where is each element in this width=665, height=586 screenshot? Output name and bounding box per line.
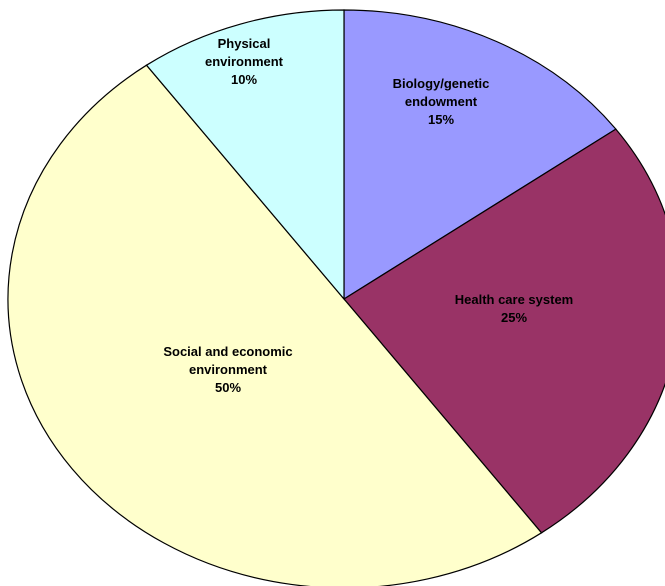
slice-name-line: Physical xyxy=(218,36,271,51)
slice-name-line: Social and economic xyxy=(163,344,292,359)
pie-slices xyxy=(7,9,665,586)
slice-value-label: 50% xyxy=(215,380,241,395)
pie-slice-social-and-economic-environment xyxy=(7,64,543,586)
slice-value-label: 25% xyxy=(501,310,527,325)
pie-slice-physical-environment xyxy=(145,9,345,301)
slice-label-physical-environment: Physical environment 10% xyxy=(205,36,284,87)
slice-label-social-and-economic-environment: Social and economic environment 50% xyxy=(163,344,292,395)
slice-name-line: endowment xyxy=(405,94,478,109)
slice-name-line: Health care system xyxy=(455,292,574,307)
slice-name-line: Biology/genetic xyxy=(393,76,490,91)
pie-labels: Biology/genetic endowment 15% Health care s… xyxy=(163,36,573,395)
slice-value-label: 10% xyxy=(231,72,257,87)
pie-slice-biology-genetic-endowment xyxy=(343,9,617,301)
pie-slice-health-care-system xyxy=(343,128,665,534)
slice-value-label: 15% xyxy=(428,112,454,127)
slice-name-line: environment xyxy=(189,362,268,377)
slice-label-health-care-system: Health care system 25% xyxy=(455,292,574,325)
slice-name-line: environment xyxy=(205,54,284,69)
slice-label-biology-genetic-endowment: Biology/genetic endowment 15% xyxy=(393,76,490,127)
